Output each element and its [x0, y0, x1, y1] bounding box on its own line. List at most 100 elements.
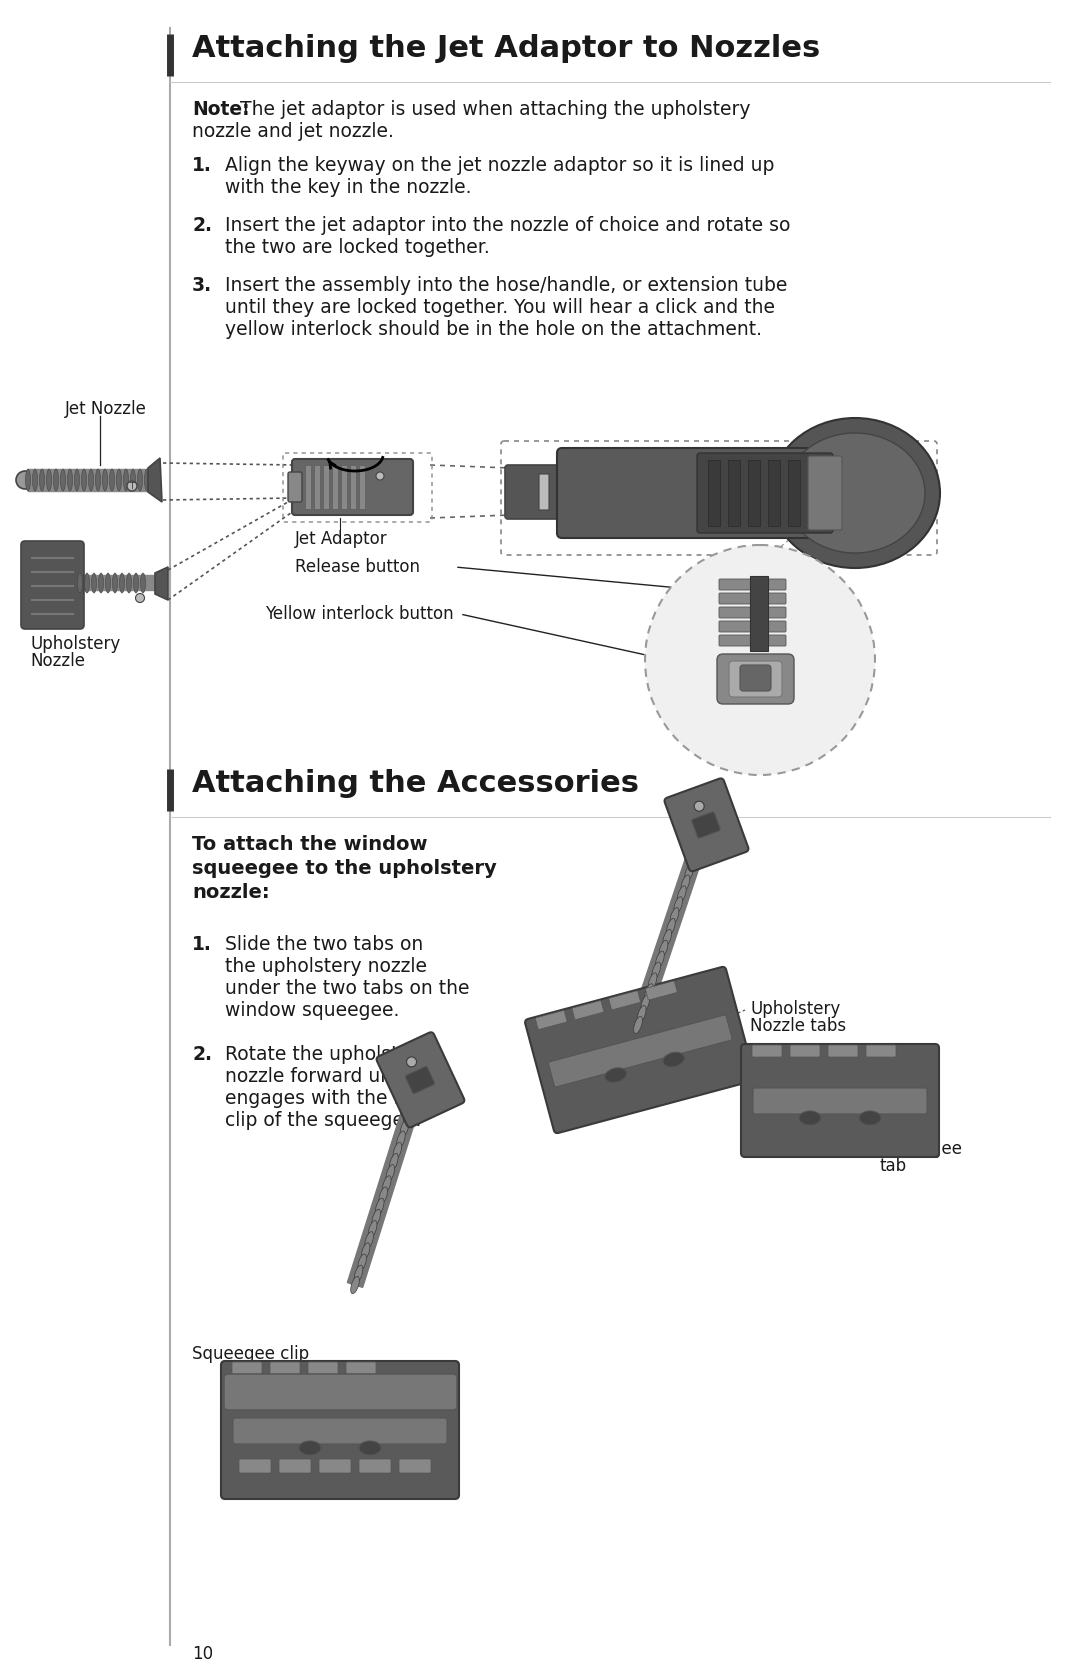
Ellipse shape: [677, 886, 686, 903]
Text: the upholstery nozzle: the upholstery nozzle: [225, 956, 427, 976]
Text: Upholstery: Upholstery: [30, 634, 120, 653]
Ellipse shape: [634, 1016, 643, 1033]
Text: yellow interlock should be in the hole on the attachment.: yellow interlock should be in the hole o…: [225, 320, 762, 339]
Text: Nozzle: Nozzle: [30, 653, 85, 669]
FancyBboxPatch shape: [719, 592, 786, 604]
Bar: [341, 466, 347, 509]
Polygon shape: [156, 567, 168, 599]
Circle shape: [127, 481, 137, 491]
Text: Attaching the Jet Adaptor to Nozzles: Attaching the Jet Adaptor to Nozzles: [192, 33, 820, 63]
Text: nozzle and jet nozzle.: nozzle and jet nozzle.: [192, 122, 394, 140]
Ellipse shape: [75, 469, 80, 491]
Ellipse shape: [81, 469, 86, 491]
Ellipse shape: [379, 1187, 388, 1205]
Ellipse shape: [351, 1277, 360, 1293]
FancyBboxPatch shape: [719, 608, 786, 618]
Ellipse shape: [46, 469, 52, 491]
Ellipse shape: [109, 469, 114, 491]
Polygon shape: [631, 838, 707, 1028]
Ellipse shape: [692, 843, 701, 860]
Ellipse shape: [859, 1112, 881, 1125]
Ellipse shape: [32, 469, 38, 491]
FancyBboxPatch shape: [572, 1001, 604, 1020]
Text: 2.: 2.: [192, 215, 212, 235]
Bar: [748, 461, 760, 526]
Ellipse shape: [696, 831, 704, 848]
Text: squeegee to the upholstery: squeegee to the upholstery: [192, 860, 497, 878]
FancyBboxPatch shape: [664, 778, 748, 871]
FancyBboxPatch shape: [536, 1010, 567, 1030]
Ellipse shape: [117, 469, 121, 491]
FancyBboxPatch shape: [866, 1045, 896, 1056]
Ellipse shape: [362, 1243, 369, 1260]
Text: nozzle:: nozzle:: [192, 883, 270, 901]
Text: with the key in the nozzle.: with the key in the nozzle.: [225, 179, 472, 197]
Ellipse shape: [681, 875, 690, 893]
FancyBboxPatch shape: [609, 991, 640, 1010]
Text: Upholstery: Upholstery: [750, 1000, 840, 1018]
Text: 1.: 1.: [192, 155, 212, 175]
Text: Insert the jet adaptor into the nozzle of choice and rotate so: Insert the jet adaptor into the nozzle o…: [225, 215, 791, 235]
Ellipse shape: [357, 1253, 366, 1272]
Ellipse shape: [785, 432, 924, 552]
Text: Squeegee clip: Squeegee clip: [192, 1345, 309, 1364]
Bar: [359, 466, 365, 509]
Ellipse shape: [140, 572, 146, 592]
FancyBboxPatch shape: [505, 466, 566, 519]
Ellipse shape: [131, 469, 135, 491]
Ellipse shape: [652, 961, 661, 980]
Ellipse shape: [799, 1112, 821, 1125]
Text: nozzle forward until it: nozzle forward until it: [225, 1066, 429, 1087]
Ellipse shape: [685, 865, 693, 881]
FancyBboxPatch shape: [346, 1362, 376, 1374]
Ellipse shape: [386, 1165, 394, 1182]
Ellipse shape: [106, 572, 110, 592]
FancyBboxPatch shape: [697, 452, 833, 532]
Ellipse shape: [40, 469, 44, 491]
Ellipse shape: [54, 469, 58, 491]
FancyBboxPatch shape: [808, 456, 842, 531]
Ellipse shape: [674, 896, 683, 915]
Ellipse shape: [145, 469, 149, 491]
Ellipse shape: [670, 908, 679, 925]
Text: Nozzle tabs: Nozzle tabs: [750, 1016, 846, 1035]
FancyBboxPatch shape: [319, 1459, 351, 1474]
Ellipse shape: [112, 572, 118, 592]
FancyBboxPatch shape: [692, 813, 720, 838]
Ellipse shape: [354, 1265, 363, 1282]
Text: To attach the window: To attach the window: [192, 834, 428, 855]
FancyBboxPatch shape: [646, 981, 677, 1000]
Ellipse shape: [393, 1142, 402, 1160]
Text: under the two tabs on the: under the two tabs on the: [225, 980, 470, 998]
Text: Rotate the upholstery: Rotate the upholstery: [225, 1045, 429, 1065]
Ellipse shape: [637, 1005, 646, 1023]
Ellipse shape: [659, 940, 667, 958]
Ellipse shape: [640, 995, 650, 1011]
Ellipse shape: [95, 469, 100, 491]
Ellipse shape: [656, 951, 664, 968]
Ellipse shape: [770, 417, 940, 567]
FancyBboxPatch shape: [828, 1045, 858, 1056]
FancyBboxPatch shape: [232, 1362, 262, 1374]
FancyBboxPatch shape: [308, 1362, 338, 1374]
Text: Release button: Release button: [295, 557, 420, 576]
Circle shape: [694, 801, 704, 811]
Ellipse shape: [134, 572, 138, 592]
FancyBboxPatch shape: [288, 472, 302, 502]
Bar: [768, 461, 780, 526]
FancyBboxPatch shape: [719, 579, 786, 591]
FancyBboxPatch shape: [221, 1360, 459, 1499]
FancyBboxPatch shape: [729, 661, 782, 698]
Ellipse shape: [605, 1068, 626, 1083]
Text: window squeegee.: window squeegee.: [225, 1001, 400, 1020]
FancyBboxPatch shape: [740, 664, 771, 691]
Text: 2.: 2.: [192, 1045, 212, 1065]
FancyBboxPatch shape: [753, 1088, 927, 1113]
Ellipse shape: [137, 469, 143, 491]
Text: Slide the two tabs on: Slide the two tabs on: [225, 935, 423, 955]
FancyBboxPatch shape: [21, 541, 84, 629]
FancyBboxPatch shape: [557, 447, 847, 537]
FancyBboxPatch shape: [717, 654, 794, 704]
Ellipse shape: [663, 930, 672, 946]
FancyBboxPatch shape: [292, 459, 413, 516]
